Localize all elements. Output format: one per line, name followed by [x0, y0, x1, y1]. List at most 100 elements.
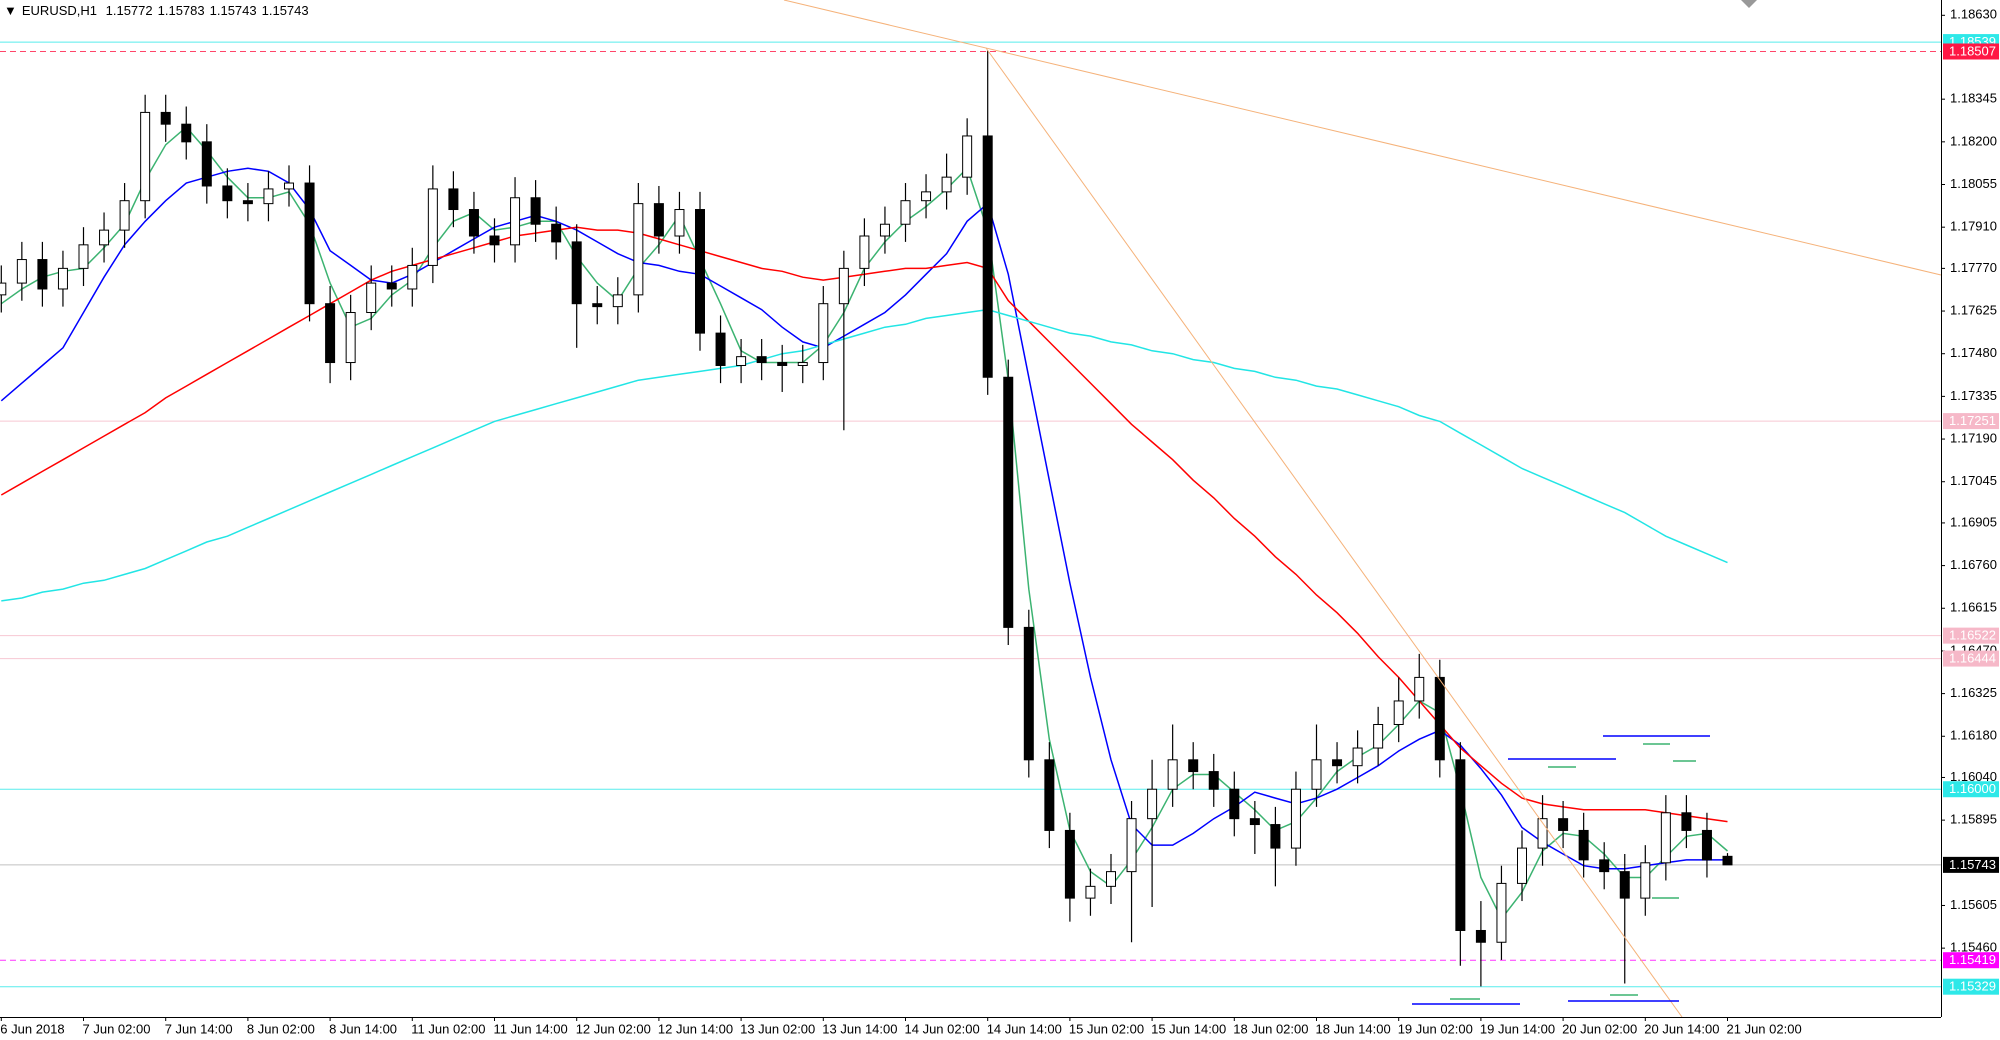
level-label-box [1943, 978, 1999, 995]
candle-body [263, 188, 274, 205]
y-tick-label: 1.17910 [1950, 219, 1997, 234]
candle-body [1064, 829, 1075, 899]
scroll-marker [1741, 0, 1757, 8]
candle-body [1352, 747, 1363, 767]
level-label: 1.16000 [1949, 781, 1996, 796]
level-label: 1.18507 [1949, 43, 1996, 58]
candle-body [1701, 829, 1712, 861]
x-tick-label: 15 Jun 02:00 [1069, 1021, 1144, 1036]
candle-body [1003, 376, 1014, 628]
candle-body [1106, 871, 1116, 887]
candle-body [879, 223, 890, 237]
candle-body [57, 267, 68, 290]
candle-body [1290, 788, 1301, 849]
moving-average [1, 308, 1728, 602]
level-label: 1.16522 [1949, 628, 1996, 643]
candle-body [448, 188, 459, 211]
candle-body [1393, 700, 1404, 725]
candle-body [695, 209, 705, 334]
y-tick-label: 1.16325 [1950, 685, 1997, 700]
candle-body [921, 191, 932, 202]
candle-body [756, 356, 767, 364]
trendline [985, 47, 1683, 1018]
level-label-box [1943, 781, 1999, 798]
candle-body [345, 312, 356, 364]
candle-body [1126, 818, 1137, 873]
x-tick-label: 19 Jun 02:00 [1398, 1021, 1473, 1036]
ohlc-high: 1.15783 [157, 3, 205, 18]
x-tick-label: 14 Jun 14:00 [987, 1021, 1062, 1036]
y-tick-label: 1.17335 [1950, 388, 1997, 403]
candle-body [1373, 723, 1384, 749]
candle-body [1249, 818, 1260, 826]
candle-body [181, 123, 192, 143]
y-tick-label: 1.18345 [1950, 91, 1997, 106]
candle-body [1023, 626, 1034, 761]
level-label: 1.15329 [1949, 979, 1996, 994]
x-tick-label: 11 Jun 02:00 [411, 1021, 485, 1036]
candle-body [1599, 859, 1610, 873]
candle-body [99, 229, 110, 246]
candle-body [859, 235, 870, 269]
x-tick-label: 15 Jun 14:00 [1151, 1021, 1226, 1036]
y-tick-label: 1.17480 [1950, 345, 1997, 360]
candle-body [140, 111, 151, 202]
candle-body [777, 362, 788, 366]
candle-body [571, 241, 582, 305]
candle-body [1085, 885, 1096, 899]
x-tick-label: 8 Jun 14:00 [329, 1021, 397, 1036]
candle-body [1558, 818, 1569, 831]
candle-body [284, 182, 294, 190]
candle-body [900, 200, 911, 225]
candle-body [1147, 788, 1158, 820]
candle-body [304, 182, 315, 305]
chart-header: ▼ EURUSD,H1 1.15772 1.15783 1.15743 1.15743 [4, 3, 314, 18]
candle-body [592, 303, 603, 308]
ohlc-low: 1.15743 [209, 3, 257, 18]
candle-body [736, 356, 747, 366]
x-tick-label: 19 Jun 14:00 [1480, 1021, 1555, 1036]
candle-body [674, 209, 685, 237]
current-price-box [1943, 856, 1999, 873]
candle-body [1455, 759, 1466, 931]
x-tick-label: 14 Jun 02:00 [905, 1021, 980, 1036]
level-label-box [1943, 43, 1999, 60]
candle-body [1517, 847, 1527, 884]
y-tick-label: 1.18630 [1950, 7, 1997, 22]
candle-body [962, 135, 973, 178]
candle-body [941, 176, 952, 193]
candle-body [1311, 759, 1322, 790]
candle-body [1475, 929, 1486, 943]
candle-body [1167, 759, 1178, 790]
x-tick-label: 12 Jun 14:00 [658, 1021, 733, 1036]
candle-body [386, 282, 397, 290]
trendline [783, 0, 1942, 276]
candle-body [510, 197, 521, 246]
candle-body [407, 264, 418, 290]
x-tick-label: 6 Jun 2018 [0, 1021, 64, 1036]
candle-body [818, 303, 829, 364]
y-tick-label: 1.16040 [1950, 769, 1997, 784]
candle-body [797, 362, 808, 366]
candle-body [982, 135, 993, 378]
y-tick-label: 1.17045 [1950, 473, 1997, 488]
y-tick-label: 1.15605 [1950, 897, 1997, 912]
candle-body [1660, 812, 1671, 864]
menu-arrow[interactable]: ▼ [4, 3, 17, 18]
x-tick-label: 21 Jun 02:00 [1727, 1021, 1802, 1036]
candle-body [325, 303, 336, 364]
candle-body [1188, 759, 1199, 773]
candle-body [551, 223, 562, 243]
drawings [783, 0, 1942, 1018]
x-tick-label: 20 Jun 14:00 [1644, 1021, 1719, 1036]
level-label-box [1943, 627, 1999, 644]
level-label-box [1943, 952, 1999, 969]
candle-body [119, 200, 130, 231]
current-price-label: 1.15743 [1949, 857, 1996, 872]
symbol: EURUSD,H1 [21, 3, 97, 18]
y-tick-label: 1.18200 [1950, 133, 1997, 148]
candle-body [78, 244, 89, 269]
x-tick-label: 13 Jun 14:00 [822, 1021, 897, 1036]
plot-layer [0, 41, 1941, 988]
